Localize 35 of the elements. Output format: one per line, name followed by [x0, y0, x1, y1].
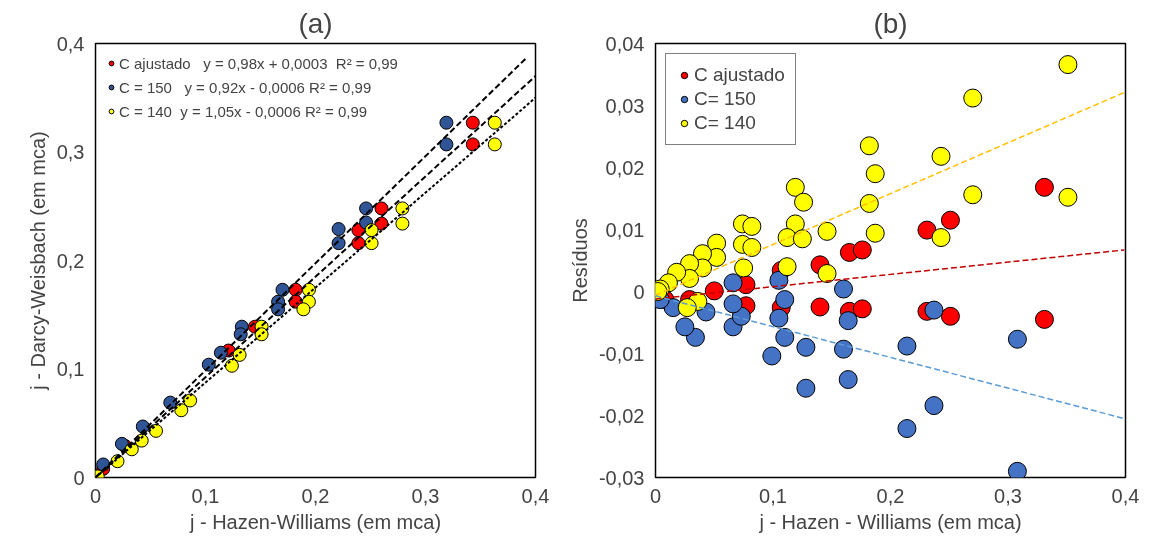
x-tick-label: 0,3 — [411, 484, 440, 507]
x-axis-title: j - Hazen-Williams (em mca) — [188, 510, 442, 533]
y-tick-label: 0,4 — [56, 32, 85, 55]
x-tick-label: 0,2 — [301, 484, 330, 507]
legend-label: C ajustado — [694, 64, 785, 86]
y-tick-label: 0 — [73, 466, 85, 489]
y-axis-title: Resíduos — [568, 218, 591, 303]
legend-label: C = 150 y = 0,92x - 0,0006 R² = 0,99 — [119, 78, 372, 96]
y-tick-label: 0,02 — [605, 156, 645, 179]
y-axis-title: j - Darcy-Weisbach (em mca) — [26, 131, 49, 391]
legend-label: C= 150 — [694, 88, 756, 110]
x-tick-label: 0 — [89, 484, 102, 507]
x-tick-label: 0,4 — [521, 484, 550, 507]
y-tick-label: 0,04 — [605, 32, 645, 55]
y-tick-label: 0,3 — [56, 141, 85, 163]
y-tick-label: 0,2 — [56, 249, 85, 272]
y-tick-label: -0,01 — [598, 342, 645, 365]
y-tick-label: 0 — [633, 280, 645, 303]
x-axis-title: j - Hazen - Williams (em mca) — [758, 510, 1022, 533]
legend-label: C= 140 — [694, 112, 756, 134]
x-tick-label: 0,3 — [994, 484, 1022, 507]
y-tick-label: 0,03 — [605, 94, 645, 117]
chart-title: (a) — [298, 7, 333, 39]
x-tick-label: 0,4 — [1111, 484, 1140, 507]
chart-title: (b) — [873, 7, 908, 39]
x-tick-label: 0,1 — [191, 484, 220, 507]
y-tick-label: -0,02 — [598, 404, 645, 427]
y-tick-label: -0,03 — [598, 466, 645, 489]
legend-label: C = 140 y = 1,05x - 0,0006 R² = 0,99 — [119, 102, 368, 120]
y-tick-label: 0,01 — [605, 218, 645, 241]
legend-label: C ajustado y = 0,98x + 0,0003 R² = 0,99 — [119, 54, 398, 72]
y-tick-label: 0,1 — [56, 358, 85, 380]
x-tick-label: 0,2 — [876, 484, 905, 507]
x-tick-label: 0 — [649, 484, 662, 507]
x-tick-label: 0,1 — [759, 484, 787, 507]
